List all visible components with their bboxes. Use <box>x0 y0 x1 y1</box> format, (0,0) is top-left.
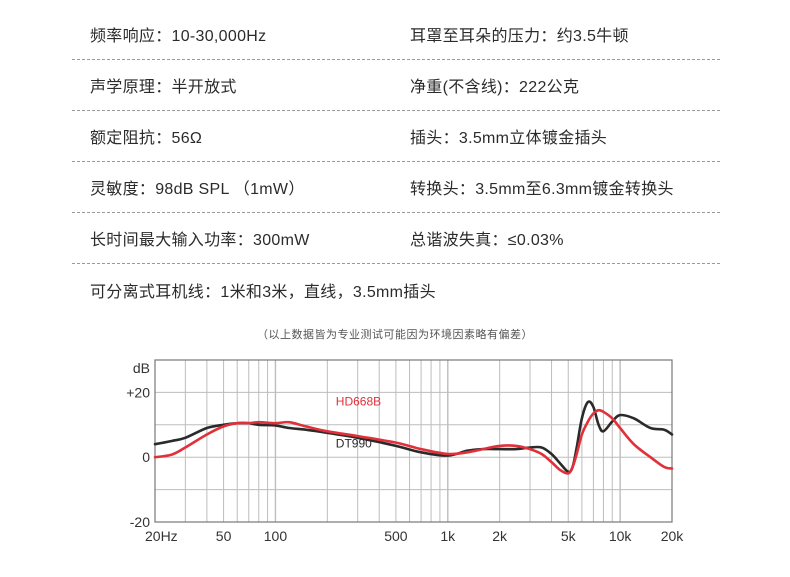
x-tick-label: 100 <box>264 528 288 544</box>
spec-table: 频率响应：10-30,000Hz 耳罩至耳朵的压力：约3.5牛顿 声学原理：半开… <box>72 9 720 315</box>
spec-sensitivity: 灵敏度：98dB SPL （1mW） <box>90 181 305 198</box>
spec-plug: 插头：3.5mm立体镀金插头 <box>410 130 608 147</box>
spec-clamping-force: 耳罩至耳朵的压力：约3.5牛顿 <box>410 28 629 45</box>
x-tick-label: 5k <box>561 528 577 544</box>
spec-row: 频率响应：10-30,000Hz 耳罩至耳朵的压力：约3.5牛顿 <box>72 9 720 60</box>
series-label-hd668b: HD668B <box>336 394 381 408</box>
x-tick-label: 2k <box>492 528 508 544</box>
spec-row: 灵敏度：98dB SPL （1mW） 转换头：3.5mm至6.3mm镀金转换头 <box>72 162 720 213</box>
x-tick-label: 1k <box>440 528 456 544</box>
spec-cable: 可分离式耳机线：1米和3米，直线，3.5mm插头 <box>90 283 436 301</box>
series-label-dt990: DT990 <box>336 436 372 450</box>
spec-adapter: 转换头：3.5mm至6.3mm镀金转换头 <box>410 181 674 198</box>
y-tick-label: +20 <box>126 384 150 400</box>
spec-frequency-response: 频率响应：10-30,000Hz <box>90 28 267 45</box>
y-tick-label: 0 <box>142 449 150 465</box>
disclaimer-note: （以上数据皆为专业测试可能因为环境因素略有偏差） <box>257 329 533 341</box>
spec-impedance: 额定阻抗：56Ω <box>90 130 203 147</box>
x-tick-label: 10k <box>609 528 633 544</box>
x-tick-label: 20Hz <box>145 528 178 544</box>
spec-row: 声学原理：半开放式 净重(不含线)：222公克 <box>72 60 720 111</box>
spec-row: 长时间最大输入功率：300mW 总谐波失真：≤0.03% <box>72 213 720 264</box>
y-tick-label: -20 <box>130 514 150 530</box>
x-tick-label: 20k <box>661 528 685 544</box>
x-tick-label: 50 <box>216 528 232 544</box>
spec-row: 可分离式耳机线：1米和3米，直线，3.5mm插头 <box>72 264 720 315</box>
spec-row: 额定阻抗：56Ω 插头：3.5mm立体镀金插头 <box>72 111 720 162</box>
series-line-hd668b <box>153 408 674 475</box>
x-tick-label: 500 <box>384 528 408 544</box>
plot-frame <box>154 359 673 523</box>
spec-acoustic-principle: 声学原理：半开放式 <box>90 79 237 96</box>
spec-net-weight: 净重(不含线)：222公克 <box>410 79 580 96</box>
plot-area <box>155 360 672 522</box>
y-unit-label: dB <box>133 360 150 376</box>
spec-max-input-power: 长时间最大输入功率：300mW <box>90 232 310 249</box>
spec-thd: 总谐波失真：≤0.03% <box>410 232 564 249</box>
